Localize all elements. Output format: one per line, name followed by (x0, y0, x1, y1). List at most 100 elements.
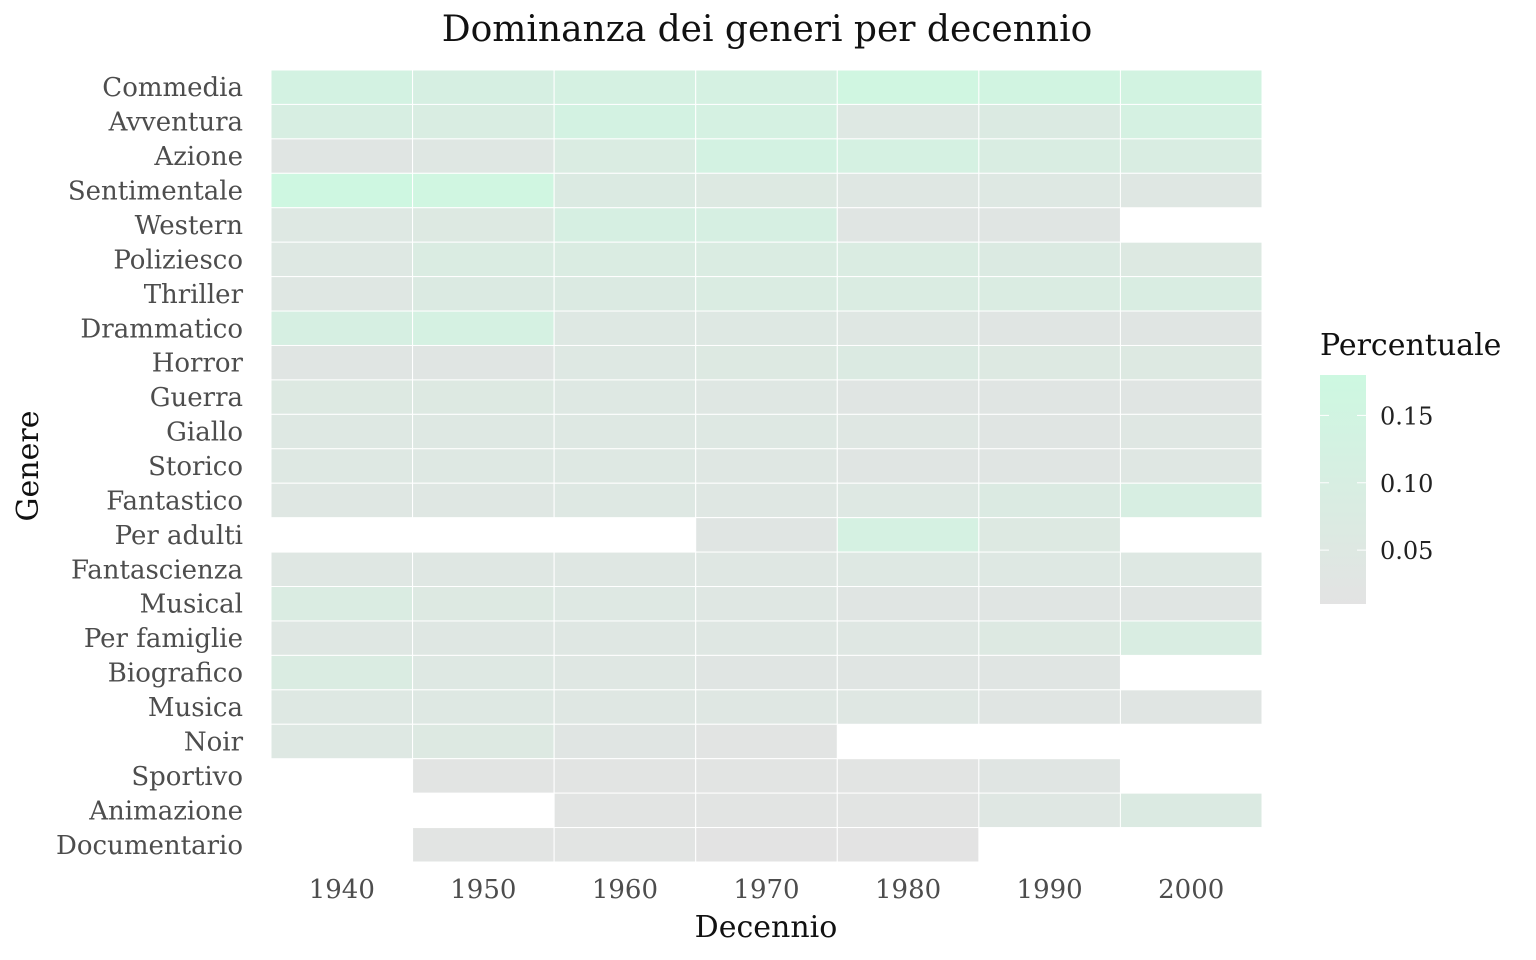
heatmap-cell (836, 827, 980, 863)
heatmap-cell (412, 207, 555, 243)
heatmap-cell (695, 241, 838, 278)
heatmap-cell (836, 689, 980, 725)
heatmap-cell (553, 448, 697, 484)
legend-tick-label: 0.15 (1380, 402, 1433, 430)
heatmap-cell (836, 758, 980, 794)
y-tick-label: Animazione (88, 796, 243, 826)
heatmap-cell (412, 620, 555, 656)
x-tick-label: 1940 (309, 875, 375, 905)
heatmap-cell (978, 379, 1121, 415)
heatmap-cell (553, 69, 697, 105)
heatmap-cell (412, 827, 555, 863)
heatmap-cell (836, 517, 980, 553)
heatmap-cell (695, 413, 838, 450)
heatmap-cell (270, 723, 414, 760)
y-tick-label: Per famiglie (84, 624, 243, 654)
heatmap-cell (695, 172, 838, 209)
heatmap-cell (695, 654, 838, 691)
heatmap-cell (695, 207, 838, 243)
heatmap-cell (553, 620, 697, 656)
heatmap-cell (553, 276, 697, 312)
heatmap-cell (270, 689, 414, 725)
y-tick-label: Poliziesco (113, 245, 243, 275)
heatmap-cell (978, 310, 1121, 346)
heatmap-cell (1119, 413, 1263, 450)
heatmap-cell (412, 413, 555, 450)
heatmap-cell (978, 620, 1121, 656)
heatmap-cell (695, 827, 838, 863)
heatmap-cell (695, 517, 838, 553)
heatmap-cell (270, 207, 414, 243)
legend-tick-label: 0.10 (1380, 470, 1433, 498)
y-tick-label: Thriller (144, 280, 244, 310)
heatmap-cell (695, 138, 838, 174)
heatmap-cell (412, 551, 555, 588)
heatmap-cell (978, 241, 1121, 278)
heatmap-cell (1119, 551, 1263, 588)
heatmap-cell (553, 723, 697, 760)
heatmap-cell (1119, 792, 1263, 829)
y-tick-label: Sentimentale (68, 177, 243, 207)
heatmap-cell (836, 448, 980, 484)
x-tick-label: 1970 (733, 875, 799, 905)
heatmap-cell (978, 413, 1121, 450)
heatmap-cell (1119, 310, 1263, 346)
y-axis-ticks: Commedia Avventura Azione Sentimentale Weste… (56, 73, 244, 861)
heatmap-cell (553, 792, 697, 829)
heatmap-cell (1119, 241, 1263, 278)
y-tick-label: Avventura (108, 108, 243, 138)
heatmap-cell (412, 69, 555, 105)
heatmap-cell (978, 517, 1121, 553)
y-tick-label: Drammatico (80, 314, 243, 344)
heatmap-cell (836, 654, 980, 691)
heatmap-cell (695, 379, 838, 415)
heatmap-cell (553, 654, 697, 691)
x-tick-label: 1990 (1017, 875, 1083, 905)
heatmap-cell (978, 69, 1121, 105)
heatmap-cell (978, 138, 1121, 174)
heatmap-cell (836, 792, 980, 829)
y-tick-label: Azione (153, 142, 243, 172)
heatmap-cell (553, 482, 697, 519)
x-tick-label: 2000 (1158, 875, 1224, 905)
heatmap-cell (553, 310, 697, 346)
heatmap-cell (1119, 172, 1263, 209)
heatmap-cell (412, 482, 555, 519)
heatmap-cell (836, 69, 980, 105)
heatmap-cell (270, 620, 414, 656)
heatmap-cell (978, 344, 1121, 381)
heatmap-cell (1119, 276, 1263, 312)
heatmap-cell (270, 310, 414, 346)
heatmap-cell (412, 379, 555, 415)
heatmap-cell (553, 344, 697, 381)
x-axis-ticks: 1940 1950 1960 1970 1980 1990 2000 (309, 875, 1225, 905)
heatmap-cell (1119, 586, 1263, 622)
heatmap-cell (270, 241, 414, 278)
heatmap-cell (836, 551, 980, 588)
heatmap-cell (978, 758, 1121, 794)
heatmap-cell (270, 344, 414, 381)
heatmap-cell (1119, 448, 1263, 484)
y-axis-title: Genere (11, 411, 46, 522)
heatmap-cell (412, 344, 555, 381)
heatmap-cell (553, 586, 697, 622)
heatmap-cell (412, 103, 555, 140)
heatmap-cell (695, 689, 838, 725)
heatmap-cell (270, 654, 414, 691)
heatmap-cell (978, 586, 1121, 622)
y-tick-label: Storico (148, 452, 243, 482)
heatmap-cell (836, 586, 980, 622)
heatmap-cell (695, 792, 838, 829)
heatmap-cell (1119, 69, 1263, 105)
y-tick-label: Noir (184, 727, 244, 757)
heatmap-cell (412, 689, 555, 725)
heatmap-cell (553, 551, 697, 588)
heatmap-cell (412, 172, 555, 209)
heatmap-cell (978, 276, 1121, 312)
heatmap-cell (412, 138, 555, 174)
heatmap-cell (1119, 482, 1263, 519)
y-tick-label: Musica (148, 693, 243, 723)
heatmap-cell (836, 482, 980, 519)
heatmap-cell (270, 448, 414, 484)
x-axis-title: Decennio (695, 910, 838, 945)
